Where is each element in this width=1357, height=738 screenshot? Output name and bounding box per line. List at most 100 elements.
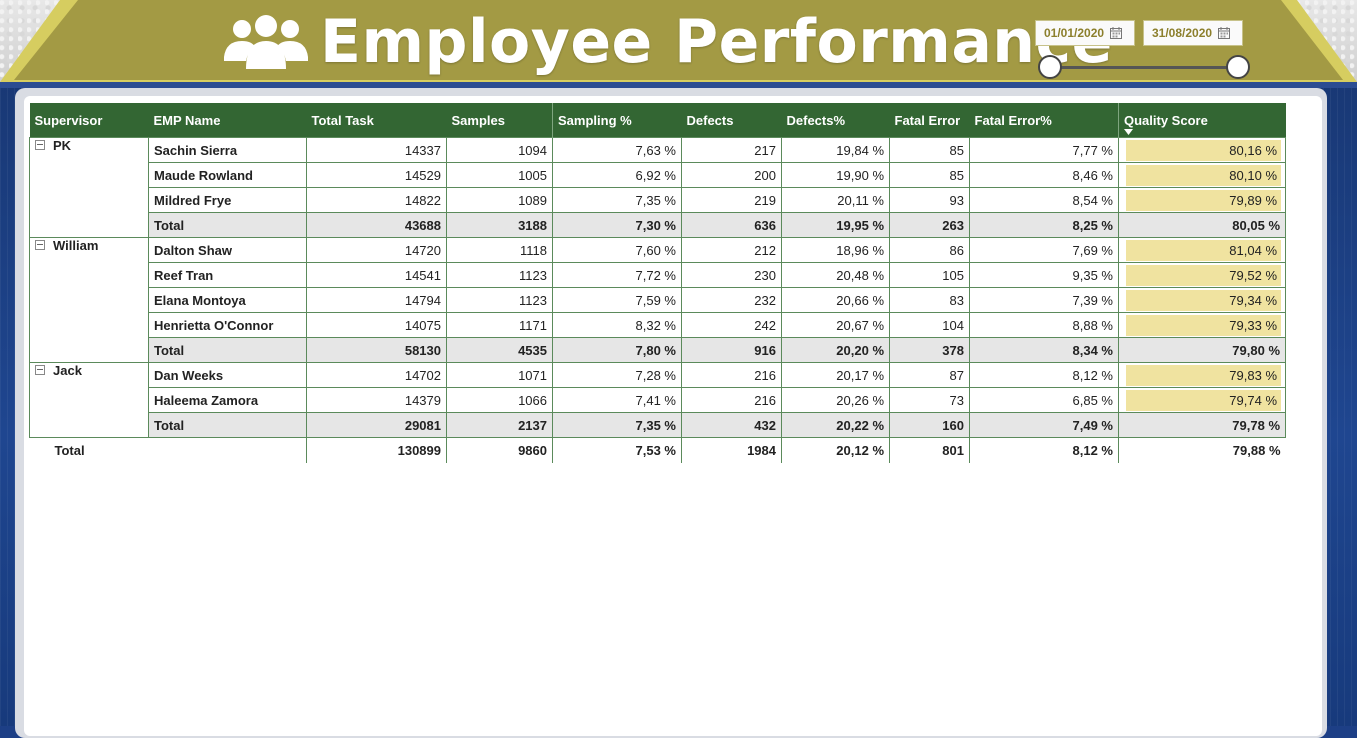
subtotal-label: Total	[148, 212, 307, 238]
col-header-samples[interactable]: Samples	[446, 103, 553, 138]
defects: 432	[681, 412, 782, 438]
defects-pct: 20,67 %	[781, 312, 890, 338]
quality-score-bar: 81,04 %	[1126, 239, 1281, 261]
sampling-pct: 6,92 %	[552, 162, 682, 188]
defects: 216	[681, 362, 782, 388]
defects-pct: 19,84 %	[781, 137, 890, 163]
total-task: 14822	[306, 187, 447, 213]
total-task: 130899	[306, 437, 447, 463]
emp-name: Sachin Sierra	[148, 137, 307, 163]
table-row: William Dalton Shaw 14720 1118 7,60 % 21…	[29, 237, 1286, 363]
supervisor-cell[interactable]: William	[29, 237, 149, 363]
calendar-icon[interactable]	[1110, 27, 1123, 39]
page-title: Employee Performance	[320, 7, 1113, 77]
total-task: 58130	[306, 337, 447, 363]
col-header-supervisor[interactable]: Supervisor	[29, 103, 149, 138]
col-header-defects[interactable]: Defects	[681, 103, 782, 138]
defects: 1984	[681, 437, 782, 463]
quality-score: 79,78 %	[1118, 412, 1286, 438]
quality-score-bar: 79,34 %	[1126, 289, 1281, 311]
supervisor-name: PK	[53, 138, 72, 153]
total-task: 29081	[306, 412, 447, 438]
samples: 1089	[446, 187, 553, 213]
total-task: 14075	[306, 312, 447, 338]
fatal-error: 85	[889, 137, 970, 163]
col-header-sampling-pct[interactable]: Sampling %	[552, 103, 682, 138]
emp-name: Reef Tran	[148, 262, 307, 288]
supervisor-cell[interactable]: Jack	[29, 362, 149, 438]
total-task: 14379	[306, 387, 447, 413]
samples: 1066	[446, 387, 553, 413]
col-header-emp-name[interactable]: EMP Name	[148, 103, 307, 138]
defects-pct: 20,22 %	[781, 412, 890, 438]
matrix-body: PK Sachin Sierra 14337 1094 7,63 % 217 1…	[29, 137, 1286, 463]
emp-name: Dan Weeks	[148, 362, 307, 388]
end-date-input[interactable]: 31/08/2020	[1143, 20, 1243, 46]
defects-pct: 20,17 %	[781, 362, 890, 388]
quality-score: 79,80 %	[1118, 337, 1286, 363]
date-slider-end-handle[interactable]	[1226, 55, 1250, 79]
fatal-error-pct: 8,88 %	[969, 312, 1119, 338]
defects: 212	[681, 237, 782, 263]
sampling-pct: 7,63 %	[552, 137, 682, 163]
sampling-pct: 7,41 %	[552, 387, 682, 413]
quality-score-bar: 79,83 %	[1126, 364, 1281, 386]
date-slider-start-handle[interactable]	[1038, 55, 1062, 79]
defects-pct: 20,66 %	[781, 287, 890, 313]
grand-total-row: Total 130899 9860 7,53 % 1984 20,12 % 80…	[29, 437, 1286, 463]
total-task: 14794	[306, 287, 447, 313]
total-task: 14702	[306, 362, 447, 388]
samples: 4535	[446, 337, 553, 363]
fatal-error: 160	[889, 412, 970, 438]
fatal-error: 105	[889, 262, 970, 288]
quality-score: 79,34 %	[1118, 287, 1286, 313]
col-header-defects-pct[interactable]: Defects%	[781, 103, 890, 138]
total-task: 43688	[306, 212, 447, 238]
col-header-quality-score[interactable]: Quality Score	[1118, 103, 1286, 138]
supervisor-name: Jack	[53, 363, 82, 378]
samples: 3188	[446, 212, 553, 238]
emp-name: Mildred Frye	[148, 187, 307, 213]
fatal-error-pct: 8,46 %	[969, 162, 1119, 188]
col-header-fatal-error-pct[interactable]: Fatal Error%	[969, 103, 1119, 138]
sort-desc-icon[interactable]	[1124, 129, 1133, 135]
quality-score-bar: 79,74 %	[1126, 389, 1281, 411]
fatal-error: 104	[889, 312, 970, 338]
sampling-pct: 7,30 %	[552, 212, 682, 238]
fatal-error-pct: 8,54 %	[969, 187, 1119, 213]
sampling-pct: 7,28 %	[552, 362, 682, 388]
supervisor-name: William	[53, 238, 99, 253]
emp-name: Elana Montoya	[148, 287, 307, 313]
quality-score: 81,04 %	[1118, 237, 1286, 263]
col-header-total-task[interactable]: Total Task	[306, 103, 447, 138]
subtotal-label: Total	[148, 337, 307, 363]
sampling-pct: 7,35 %	[552, 187, 682, 213]
calendar-icon[interactable]	[1218, 27, 1231, 39]
collapse-icon[interactable]	[35, 139, 45, 150]
collapse-icon[interactable]	[35, 239, 45, 250]
samples: 1171	[446, 312, 553, 338]
col-header-fatal-error[interactable]: Fatal Error	[889, 103, 970, 138]
supervisor-cell[interactable]: PK	[29, 137, 149, 238]
subtotal-label: Total	[148, 412, 307, 438]
defects: 230	[681, 262, 782, 288]
start-date-input[interactable]: 01/01/2020	[1035, 20, 1135, 46]
quality-score-bar: 79,89 %	[1126, 189, 1281, 211]
sampling-pct: 7,35 %	[552, 412, 682, 438]
table-row: Mildred Frye 14822 1089 7,35 % 219 20,11…	[30, 187, 1286, 213]
defects: 217	[681, 137, 782, 163]
subtotal-row: Total 29081 2137 7,35 % 432 20,22 % 160 …	[30, 412, 1286, 438]
fatal-error: 87	[889, 362, 970, 388]
quality-score: 79,83 %	[1118, 362, 1286, 388]
fatal-error: 73	[889, 387, 970, 413]
date-range-slider-track[interactable]	[1050, 66, 1238, 69]
sampling-pct: 8,32 %	[552, 312, 682, 338]
fatal-error-pct: 7,69 %	[969, 237, 1119, 263]
fatal-error-pct: 7,77 %	[969, 137, 1119, 163]
title-area: Employee Performance	[222, 6, 1113, 78]
collapse-icon[interactable]	[35, 364, 45, 375]
defects-pct: 20,20 %	[781, 337, 890, 363]
quality-score-bar: 79,52 %	[1126, 264, 1281, 286]
table-row: Reef Tran 14541 1123 7,72 % 230 20,48 % …	[30, 262, 1286, 288]
quality-score: 80,05 %	[1118, 212, 1286, 238]
